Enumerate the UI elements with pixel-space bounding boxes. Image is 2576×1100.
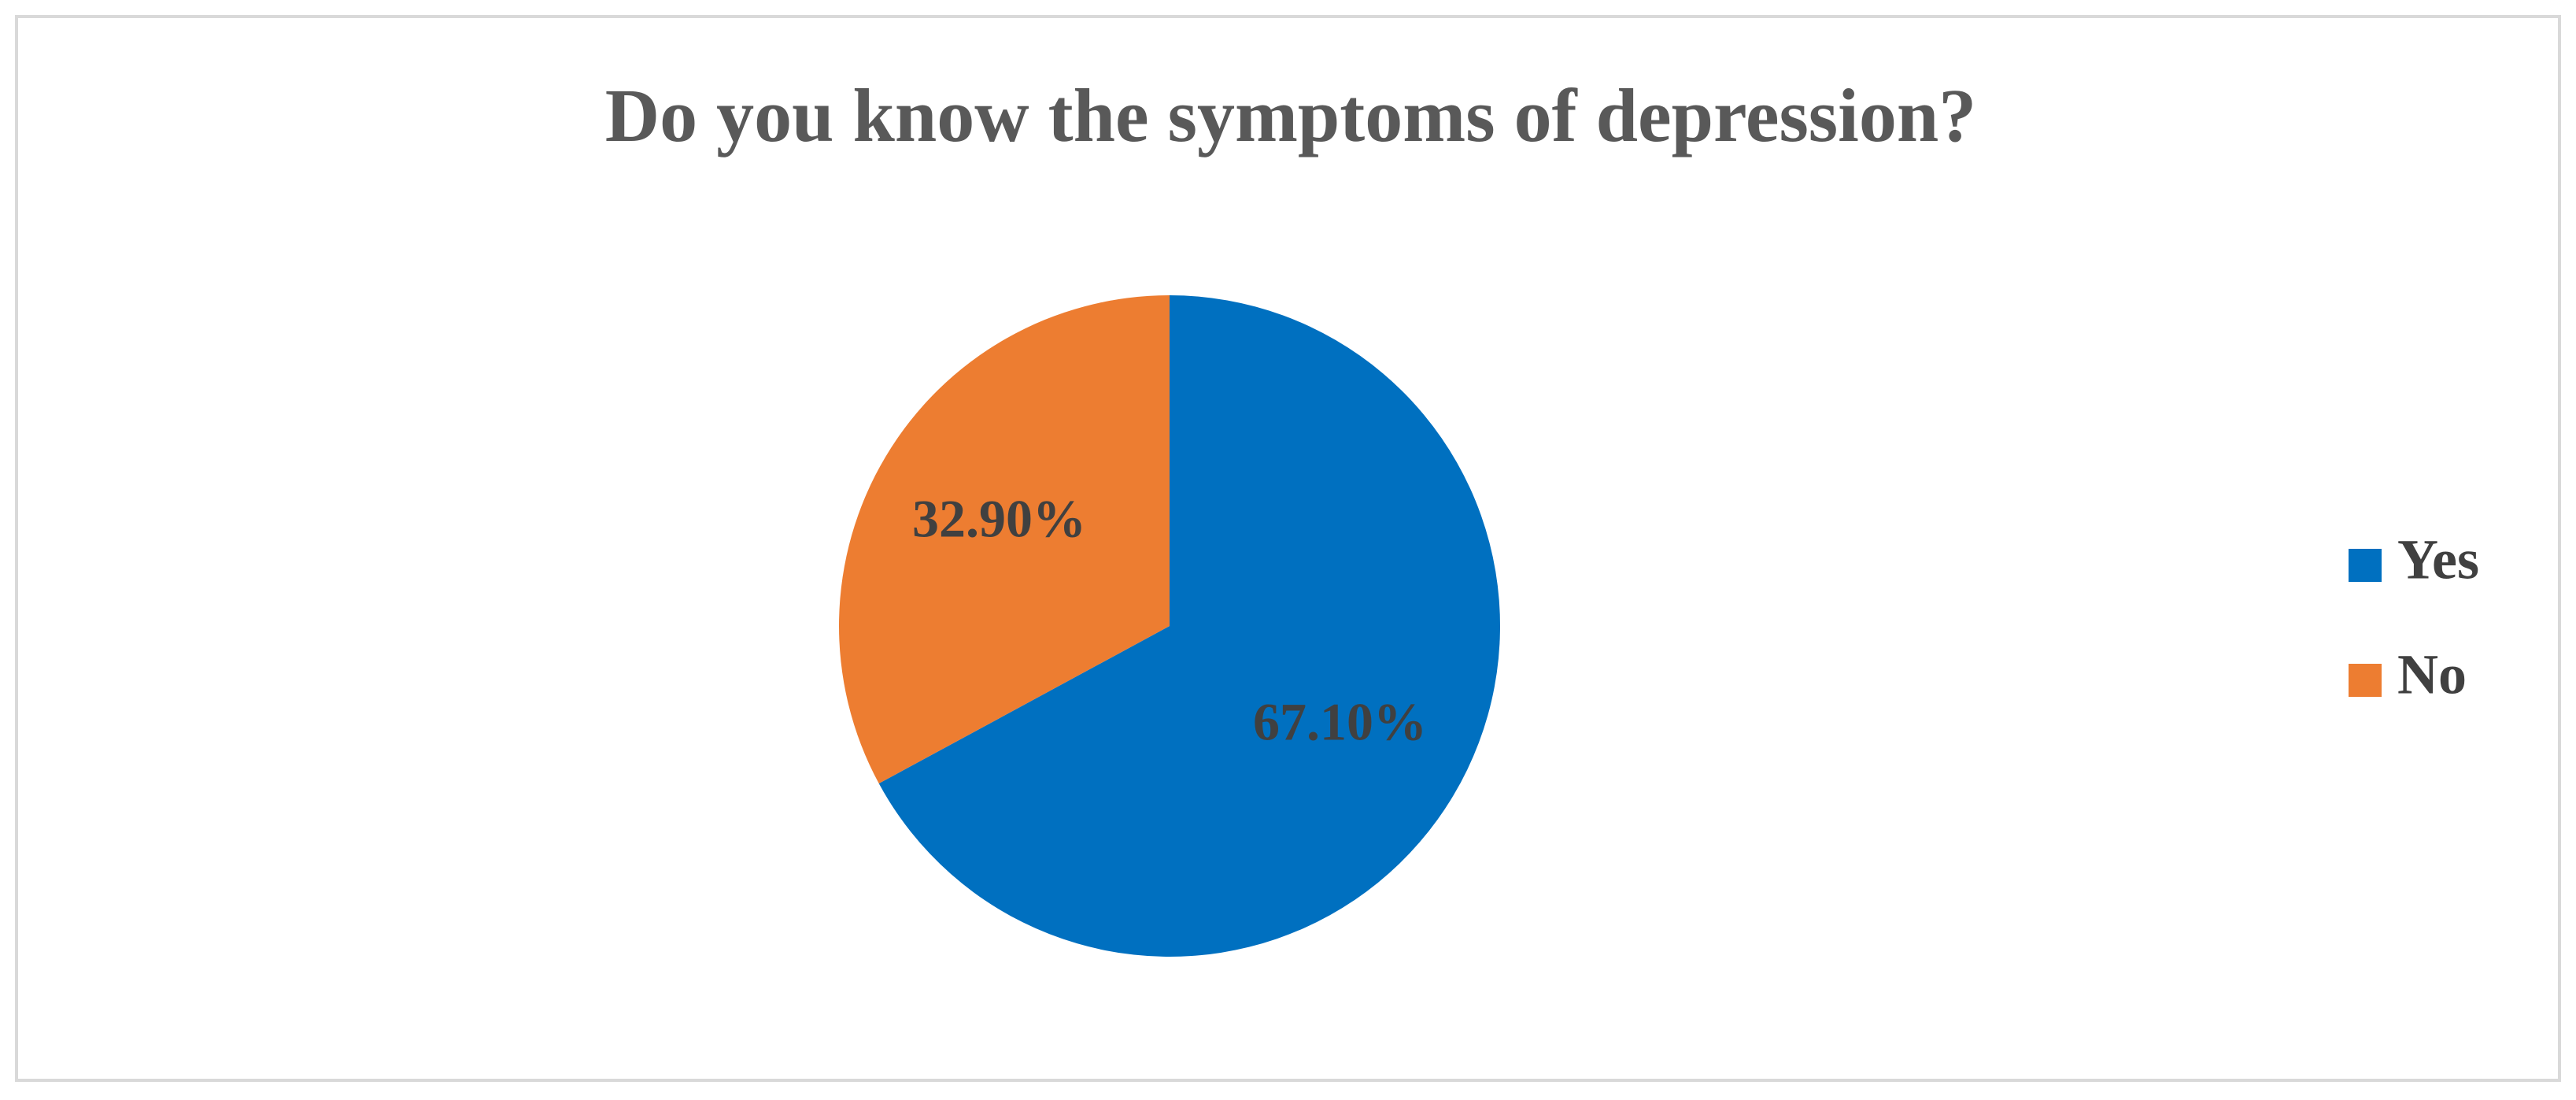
legend-label: Yes [2397, 528, 2479, 591]
chart-title: Do you know the symptoms of depression? [605, 73, 1976, 157]
legend-swatch [2349, 664, 2382, 697]
pie-slice [878, 295, 1501, 957]
legend-swatch [2349, 549, 2382, 582]
data-label: 67.10% [1253, 692, 1427, 752]
legend-label: No [2397, 643, 2467, 706]
data-label: 32.90% [912, 489, 1086, 549]
pie-slice [839, 295, 1170, 784]
